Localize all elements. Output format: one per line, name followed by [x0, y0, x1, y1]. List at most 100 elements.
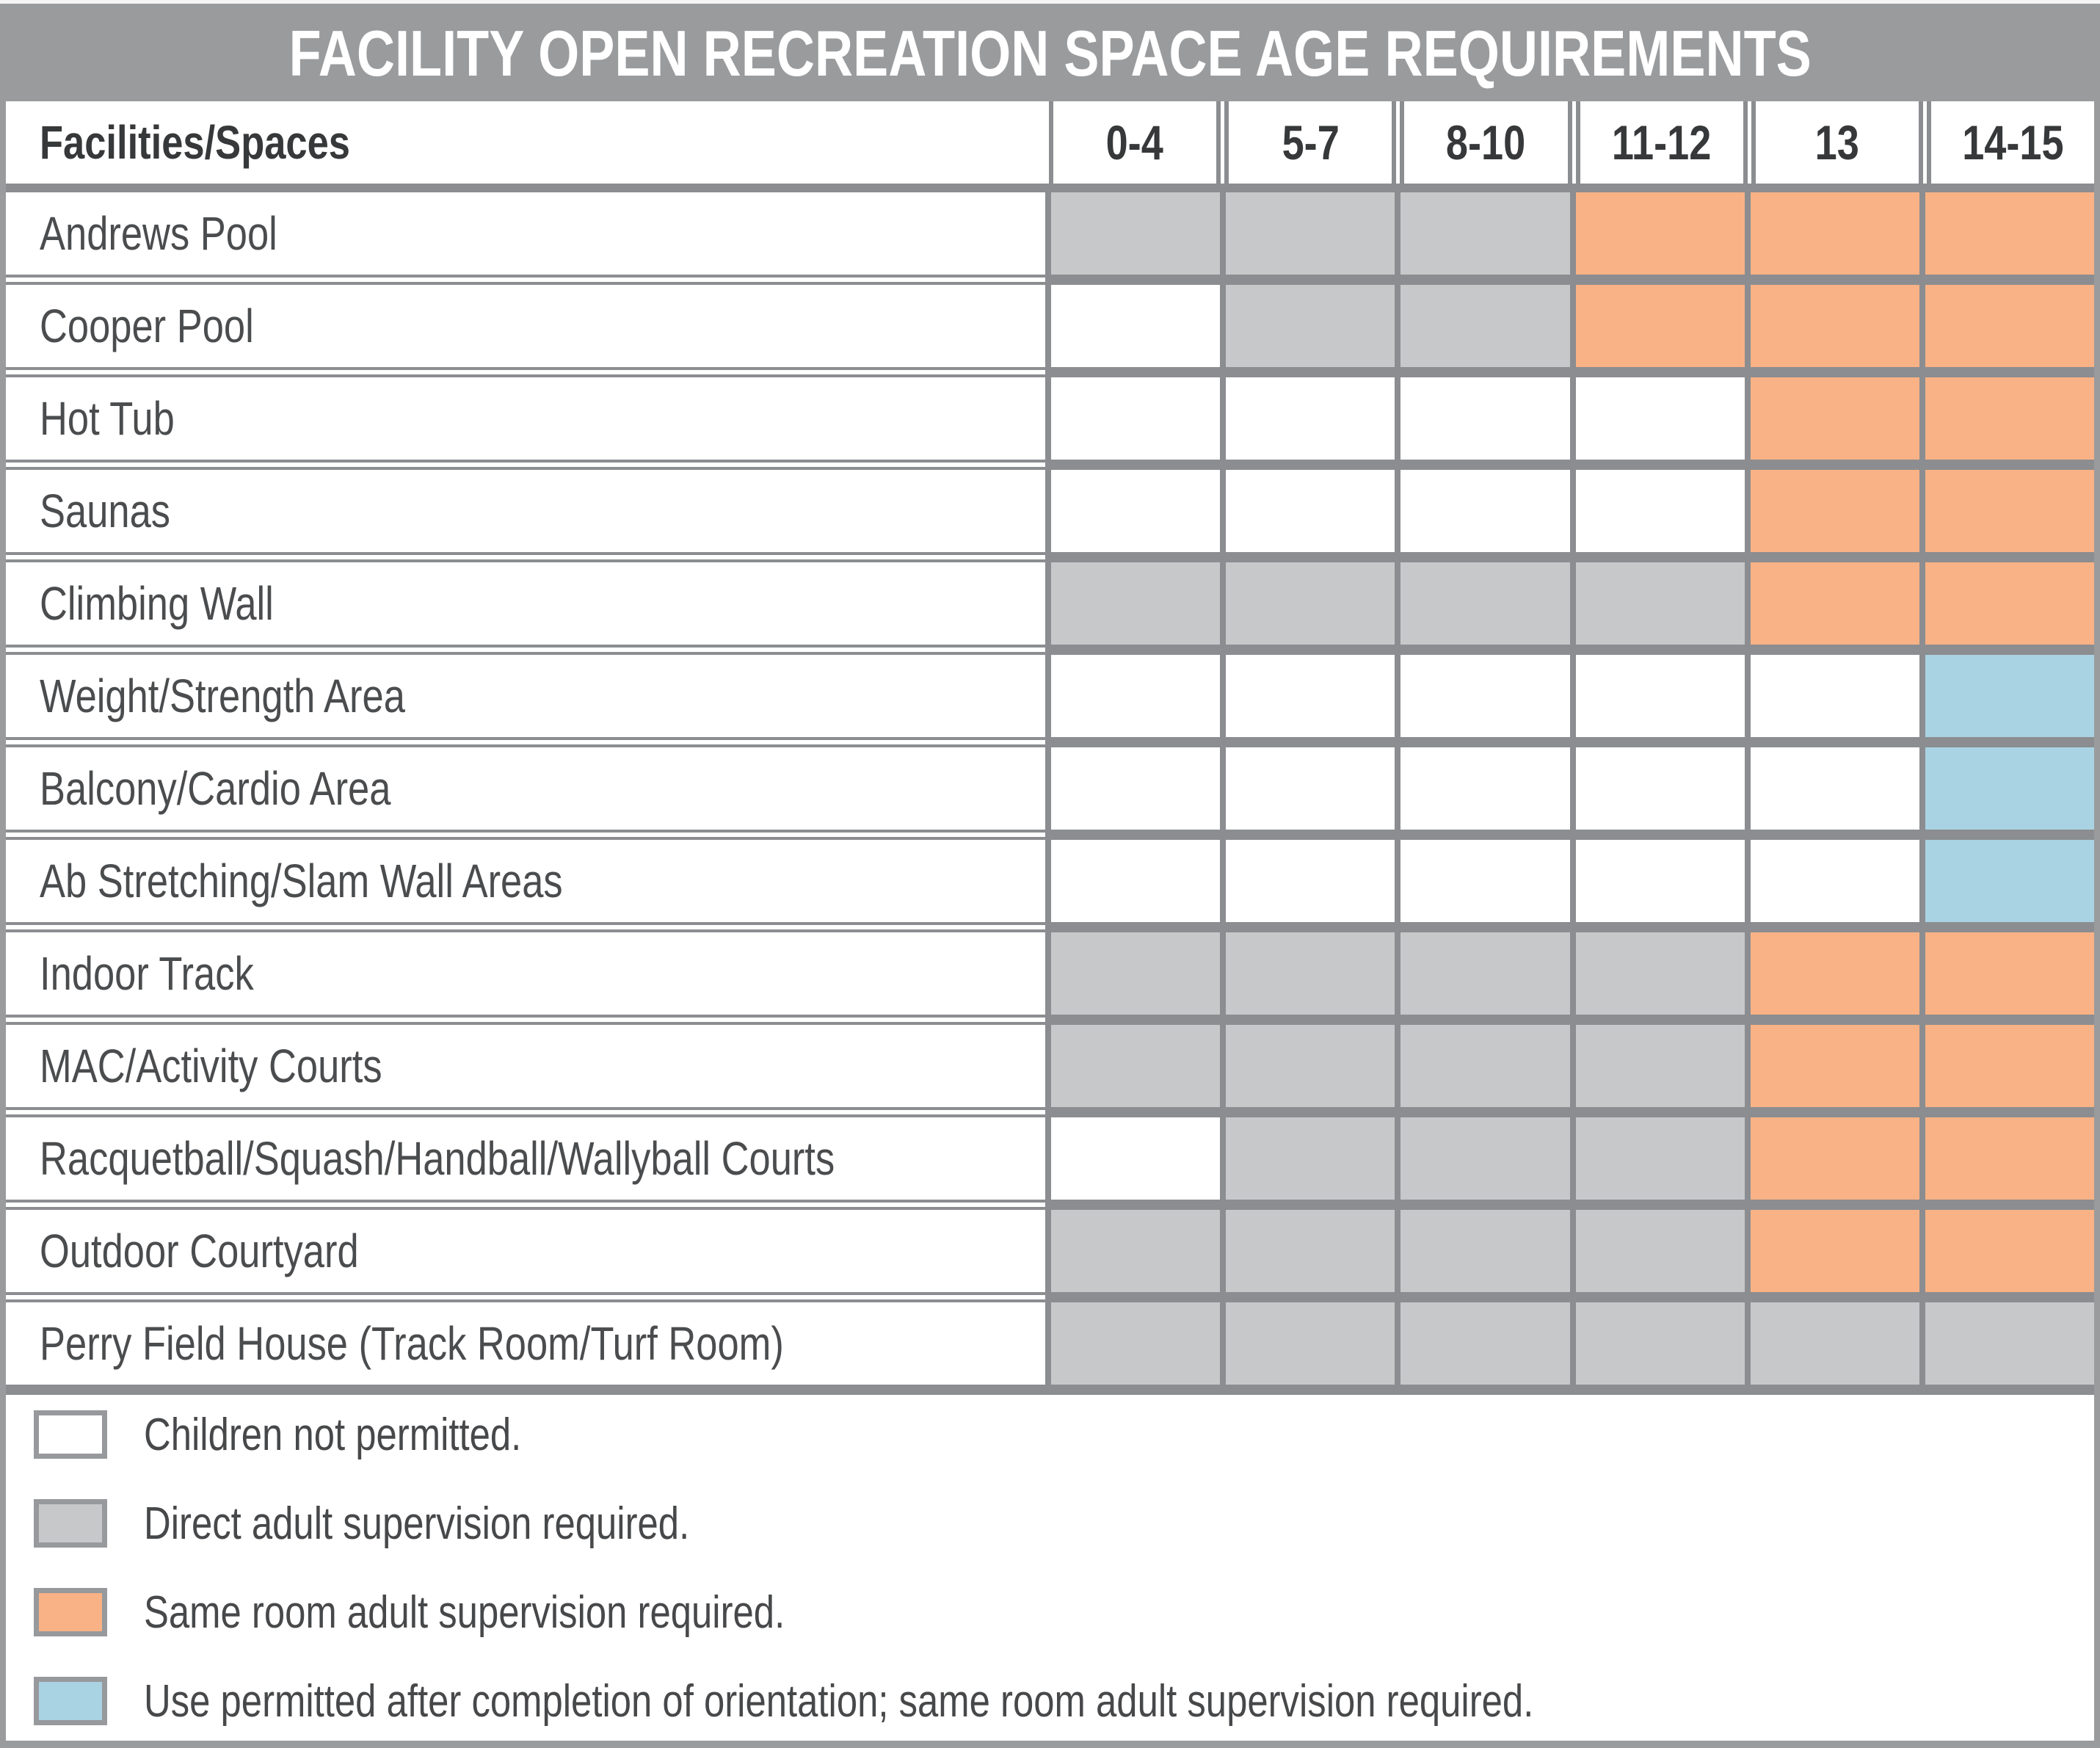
title-bar: FACILITY OPEN RECREATION SPACE AGE REQUI… — [6, 6, 2094, 101]
facility-name-cell: Balcony/Cardio Area — [6, 747, 1045, 830]
age-cell-gray — [1744, 1302, 1919, 1385]
table-row: Saunas — [6, 470, 2095, 552]
age-cell-white — [1744, 655, 1919, 737]
row-separator — [6, 367, 2094, 377]
age-cell-orange — [1744, 932, 1919, 1015]
age-cell-gray — [1220, 1210, 1395, 1292]
legend-label: Direct adult supervision required. — [144, 1498, 690, 1549]
age-cell-orange — [1919, 562, 2095, 645]
table-row: Balcony/Cardio Area — [6, 747, 2095, 830]
age-cell-white — [1744, 840, 1919, 922]
age-cell-white — [1220, 747, 1395, 830]
age-column-header: 0-4 — [1049, 101, 1221, 184]
age-cell-orange — [1744, 192, 1919, 275]
age-cells — [1045, 377, 2095, 460]
age-cell-orange — [1919, 1117, 2095, 1200]
header-separator — [6, 184, 2094, 192]
age-cell-white — [1220, 377, 1395, 460]
age-cell-gray — [1045, 1025, 1221, 1107]
legend-label: Same room adult supervision required. — [144, 1586, 785, 1638]
age-cells — [1045, 192, 2095, 275]
facility-name-cell: Racquetball/Squash/Handball/Wallyball Co… — [6, 1117, 1045, 1200]
age-cell-white — [1569, 470, 1745, 552]
age-cell-white — [1569, 655, 1745, 737]
age-column-label: 8-10 — [1446, 115, 1526, 170]
age-cell-orange — [1919, 932, 2095, 1015]
facility-name-cell: Perry Field House (Track Room/Turf Room) — [6, 1302, 1045, 1385]
age-cell-gray — [1395, 932, 1570, 1015]
age-column-label: 0-4 — [1105, 115, 1164, 170]
legend-item: Direct adult supervision required. — [34, 1498, 2094, 1550]
legend: Children not permitted. Direct adult sup… — [6, 1395, 2094, 1741]
table-row: Andrews Pool — [6, 192, 2095, 275]
row-separator — [6, 1292, 2094, 1302]
age-cell-orange — [1569, 285, 1745, 367]
age-cell-gray — [1395, 285, 1570, 367]
age-cell-white — [1569, 840, 1745, 922]
table-row: MAC/Activity Courts — [6, 1025, 2095, 1107]
age-cell-white — [1569, 377, 1745, 460]
age-cell-orange — [1744, 1025, 1919, 1107]
page-title: FACILITY OPEN RECREATION SPACE AGE REQUI… — [288, 17, 1812, 90]
age-cell-white — [1045, 285, 1221, 367]
age-cell-white — [1395, 840, 1570, 922]
age-cell-white — [1045, 747, 1221, 830]
facility-name-cell: Weight/Strength Area — [6, 655, 1045, 737]
age-cell-gray — [1045, 932, 1221, 1015]
age-cell-gray — [1569, 1302, 1745, 1385]
facility-name: Perry Field House (Track Room/Turf Room) — [40, 1317, 784, 1370]
age-cells — [1045, 1302, 2095, 1385]
age-cell-orange — [1919, 1210, 2095, 1292]
age-cell-white — [1220, 655, 1395, 737]
row-separator — [6, 737, 2094, 747]
age-cell-gray — [1220, 1117, 1395, 1200]
legend-item: Same room adult supervision required. — [34, 1586, 2094, 1639]
age-cell-white — [1045, 1117, 1221, 1200]
table-row: Racquetball/Squash/Handball/Wallyball Co… — [6, 1117, 2095, 1200]
column-header-facilities: Facilities/Spaces — [6, 101, 1045, 184]
age-column-header: 13 — [1751, 101, 1923, 184]
facility-name: Balcony/Cardio Area — [40, 762, 391, 815]
age-cell-gray — [1045, 192, 1221, 275]
age-column-header: 8-10 — [1400, 101, 1572, 184]
age-cell-white — [1220, 470, 1395, 552]
legend-item: Use permitted after completion of orient… — [34, 1675, 2094, 1727]
table-row: Climbing Wall — [6, 562, 2095, 645]
age-cell-orange — [1744, 1210, 1919, 1292]
facility-name-cell: Outdoor Courtyard — [6, 1210, 1045, 1292]
age-cell-orange — [1919, 192, 2095, 275]
legend-swatch — [34, 1677, 107, 1725]
table-header-row: Facilities/Spaces 0-4 5-7 8-10 11-12 — [6, 101, 2094, 184]
age-cells — [1045, 470, 2095, 552]
age-cell-white — [1744, 747, 1919, 830]
row-separator — [6, 1200, 2094, 1210]
age-cell-gray — [1220, 562, 1395, 645]
age-column-label: 5-7 — [1282, 115, 1340, 170]
table-row: Ab Stretching/Slam Wall Areas — [6, 840, 2095, 922]
age-cell-white — [1220, 840, 1395, 922]
age-cells — [1045, 747, 2095, 830]
facility-name-cell: MAC/Activity Courts — [6, 1025, 1045, 1107]
legend-swatch — [34, 1588, 107, 1636]
row-separator — [6, 922, 2094, 932]
age-column-header: 5-7 — [1224, 101, 1397, 184]
age-cell-gray — [1045, 1302, 1221, 1385]
facility-name-cell: Climbing Wall — [6, 562, 1045, 645]
age-cell-white — [1395, 377, 1570, 460]
facility-name-cell: Ab Stretching/Slam Wall Areas — [6, 840, 1045, 922]
age-cell-orange — [1569, 192, 1745, 275]
age-cell-gray — [1220, 1302, 1395, 1385]
age-cell-gray — [1395, 1117, 1570, 1200]
age-cell-gray — [1395, 1210, 1570, 1292]
legend-swatch — [34, 1499, 107, 1548]
row-separator — [6, 275, 2094, 285]
age-cell-orange — [1744, 1117, 1919, 1200]
age-cell-gray — [1569, 1025, 1745, 1107]
row-separator — [6, 1107, 2094, 1117]
age-cell-orange — [1919, 285, 2095, 367]
age-cell-orange — [1744, 470, 1919, 552]
age-cell-gray — [1569, 562, 1745, 645]
age-cells — [1045, 1117, 2095, 1200]
age-cell-orange — [1744, 377, 1919, 460]
